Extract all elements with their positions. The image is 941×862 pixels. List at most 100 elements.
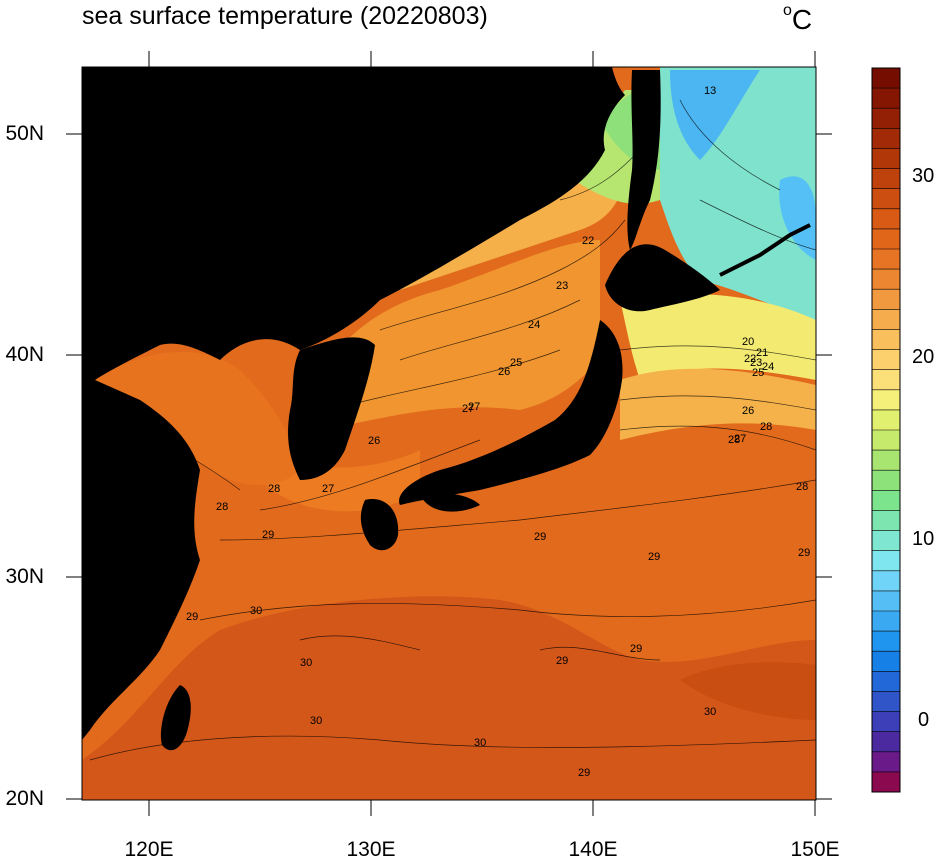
colorbar-swatch: [872, 309, 900, 330]
contour-label: 23: [750, 357, 762, 369]
contour-label: 29: [648, 551, 660, 563]
contour-label: 29: [578, 767, 590, 779]
colorbar-swatch: [872, 771, 900, 793]
land-kurils: [719, 223, 811, 277]
contour-label: 28: [796, 481, 808, 493]
contour-label: 25: [510, 357, 522, 369]
contour-label: 30: [250, 605, 262, 617]
colorbar-swatch: [872, 530, 900, 551]
colorbar-swatch: [872, 349, 900, 370]
lon-label-150e: 150E: [790, 838, 840, 861]
colorbar-swatch: [872, 228, 900, 250]
colorbar-swatch: [872, 570, 900, 592]
colorbar-label-0: 0: [918, 709, 930, 731]
colorbar-label-10: 10: [912, 528, 935, 550]
contour-label: 27: [734, 433, 746, 445]
contour-lines: [89, 99, 816, 761]
colorbar-swatch: [872, 490, 900, 511]
colorbar-frame: [871, 67, 901, 793]
axis-ticks: [66, 51, 832, 816]
colorbar-swatch: [872, 751, 900, 773]
contour-label: 24: [762, 361, 774, 373]
contour-label: 13: [704, 85, 716, 97]
colorbar-swatch: [872, 369, 900, 391]
land-korea: [288, 337, 375, 480]
land-sakhalin: [627, 70, 661, 250]
contour-label: 30: [300, 657, 312, 669]
contour-label: 22: [744, 353, 756, 365]
colorbar-label-20: 20: [912, 346, 935, 368]
sst-band-25-26: [320, 240, 600, 430]
contour-label: 27: [468, 401, 480, 413]
colorbar-swatch: [872, 188, 900, 210]
contour-label: 21: [756, 347, 768, 359]
land-asia: [82, 67, 625, 740]
colorbar-swatch: [872, 611, 900, 632]
land-shikoku: [420, 493, 480, 512]
contour-label: 29: [556, 655, 568, 667]
colorbar-swatch: [872, 450, 900, 471]
colorbar-swatch: [872, 148, 900, 169]
contour-label: 29: [630, 643, 642, 655]
colorbar-unit: oC: [783, 1, 813, 35]
colorbar-swatch: [872, 168, 900, 189]
sst-band-yellow-sea: [95, 351, 300, 485]
colorbar-swatch: [872, 430, 900, 451]
colorbar-swatch: [872, 68, 900, 89]
contour-label: 30: [704, 706, 716, 718]
plot-frame: [81, 66, 817, 801]
colorbar-swatch: [872, 88, 900, 109]
contour-label: 27: [462, 403, 474, 415]
contour-label: 28: [216, 501, 228, 513]
sst-band-30-east: [680, 662, 816, 720]
colorbar-swatch: [872, 329, 900, 350]
contour-label: 29: [186, 611, 198, 623]
sst-band-20-21: [620, 294, 816, 380]
colorbar-swatch: [872, 409, 900, 431]
contour-label: 28: [268, 483, 280, 495]
contour-label: 26: [742, 405, 754, 417]
colorbar-swatch: [872, 470, 900, 491]
contour-label: 27: [322, 483, 334, 495]
colorbar-swatch: [872, 631, 900, 652]
colorbar-label-30: 30: [912, 165, 935, 187]
land-kyushu: [360, 499, 399, 551]
contour-label: 25: [752, 367, 764, 379]
contour-label: 29: [798, 547, 810, 559]
colorbar-swatch: [872, 389, 900, 411]
contour-label: 23: [556, 280, 568, 292]
colorbar-swatch: [872, 550, 900, 572]
contour-label: 29: [534, 531, 546, 543]
land-honshu: [399, 320, 623, 505]
colorbar-swatch: [872, 289, 900, 310]
contour-label: 24: [528, 319, 540, 331]
colorbar-swatch: [872, 671, 900, 692]
lat-label-30n: 30N: [5, 565, 44, 588]
contour-label: 22: [582, 235, 594, 247]
colorbar-swatch: [872, 691, 900, 712]
colorbar-swatch: [872, 731, 900, 753]
colorbar-swatch: [872, 208, 900, 230]
colorbar-swatch: [872, 128, 900, 149]
contour-label: 26: [368, 435, 380, 447]
colorbar-swatch: [872, 108, 900, 129]
colorbar-swatch: [872, 269, 900, 290]
contour-label: 29: [262, 529, 274, 541]
contour-label: 26: [498, 366, 510, 378]
contour-label: 30: [310, 715, 322, 727]
land-taiwan: [160, 685, 191, 751]
contour-label: 28: [760, 421, 772, 433]
lat-label-20n: 20N: [5, 787, 44, 810]
lat-label-40n: 40N: [5, 343, 44, 366]
colorbar-swatch: [872, 510, 900, 531]
map-title: sea surface temperature (20220803): [82, 2, 488, 30]
land-hokkaido: [605, 244, 720, 312]
lon-label-120e: 120E: [124, 838, 174, 861]
colorbar-swatch: [872, 651, 900, 672]
lat-label-50n: 50N: [5, 122, 44, 145]
contour-label: 30: [474, 737, 486, 749]
colorbar-swatch: [872, 590, 900, 612]
